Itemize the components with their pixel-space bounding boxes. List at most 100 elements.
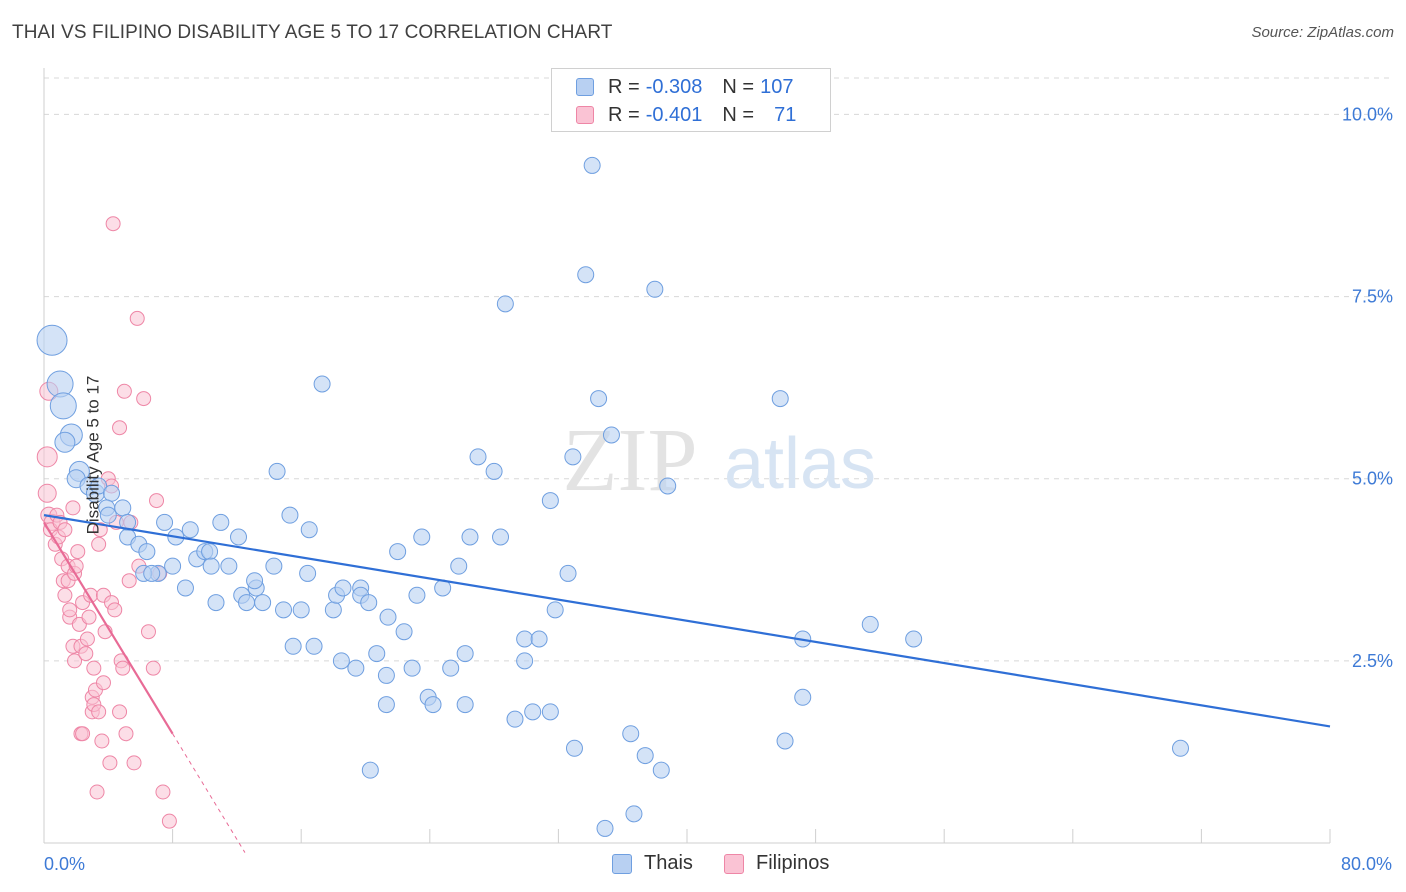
thais-point bbox=[596, 819, 614, 837]
thais-legend-swatch bbox=[612, 853, 632, 874]
thais-point bbox=[456, 696, 474, 714]
thais-point bbox=[559, 564, 577, 582]
filipinos-point bbox=[78, 646, 94, 662]
filipinos-point bbox=[112, 704, 128, 720]
thais-point bbox=[254, 594, 272, 612]
legend-row-thais: R = -0.308 N = 107 bbox=[552, 73, 793, 101]
series-legend: Thais Filipinos bbox=[0, 852, 1406, 878]
filipinos-point bbox=[115, 660, 131, 676]
filipinos-point bbox=[62, 602, 78, 618]
thais-point bbox=[492, 528, 510, 546]
filipinos-legend-swatch bbox=[724, 853, 744, 874]
thais-point bbox=[506, 710, 524, 728]
thais-point bbox=[541, 703, 559, 721]
thais-point bbox=[565, 739, 583, 757]
x-tick-label: 80.0% bbox=[1341, 854, 1392, 874]
thais-point bbox=[361, 761, 379, 779]
filipinos-point bbox=[91, 536, 107, 552]
filipinos-point bbox=[79, 631, 95, 647]
thais-point bbox=[546, 601, 564, 619]
thais-point bbox=[583, 156, 601, 174]
source-label: Source: ZipAtlas.com bbox=[1251, 24, 1394, 41]
thais-point bbox=[389, 543, 407, 561]
thais-point bbox=[442, 659, 460, 677]
filipinos-trend-line bbox=[43, 521, 174, 735]
filipinos-point bbox=[86, 660, 102, 676]
legend-r-value: -0.401 bbox=[645, 103, 703, 126]
filipinos-point bbox=[37, 483, 57, 503]
filipinos-point bbox=[92, 522, 108, 538]
thais-point bbox=[238, 594, 256, 612]
thais-point bbox=[265, 557, 283, 575]
thais-point bbox=[1172, 739, 1190, 757]
thais-point bbox=[90, 477, 108, 495]
legend-n-label: N = bbox=[722, 103, 755, 126]
tick-labels: 2.5% 5.0% 7.5% 10.0% 0.0% 80.0% bbox=[44, 104, 1393, 874]
filipinos-point bbox=[105, 216, 121, 232]
thais-point bbox=[395, 623, 413, 641]
filipinos-point bbox=[129, 310, 145, 326]
thais-point bbox=[485, 462, 503, 480]
thais-point bbox=[424, 696, 442, 714]
filipinos-point bbox=[145, 660, 161, 676]
thais-point bbox=[625, 805, 643, 823]
thais-point bbox=[524, 703, 542, 721]
thais-point bbox=[516, 630, 534, 648]
grid-lines bbox=[44, 77, 1394, 662]
thais-point bbox=[114, 499, 132, 517]
filipinos-point bbox=[70, 544, 86, 560]
y-tick-label: 2.5% bbox=[1352, 651, 1393, 671]
thais-point bbox=[469, 448, 487, 466]
legend-item-filipinos[interactable]: Filipinos bbox=[724, 852, 829, 875]
thais-point bbox=[156, 513, 174, 531]
thais-point bbox=[403, 659, 421, 677]
thais-point bbox=[313, 375, 331, 393]
thais-point bbox=[143, 564, 161, 582]
filipinos-point bbox=[149, 493, 165, 509]
thais-point bbox=[360, 594, 378, 612]
legend-r-value: -0.308 bbox=[645, 75, 703, 98]
thais-point bbox=[202, 557, 220, 575]
filipinos-point bbox=[140, 624, 156, 640]
filipinos-point bbox=[65, 500, 81, 516]
y-tick-label: 5.0% bbox=[1352, 469, 1393, 489]
thais-point bbox=[636, 747, 654, 765]
y-tick-label: 10.0% bbox=[1342, 104, 1393, 124]
legend-n-value: 71 bbox=[774, 103, 797, 126]
thais-point bbox=[861, 615, 879, 633]
filipinos-point bbox=[121, 573, 137, 589]
chart-title: THAI VS FILIPINO DISABILITY AGE 5 TO 17 … bbox=[12, 22, 613, 43]
thais-point bbox=[230, 528, 248, 546]
legend-n-label: N = bbox=[722, 75, 755, 98]
filipinos-point bbox=[112, 420, 128, 436]
thais-legend-label: Thais bbox=[644, 852, 693, 874]
filipinos-point bbox=[94, 733, 110, 749]
thais-point bbox=[36, 324, 68, 356]
thais-point bbox=[530, 630, 548, 648]
thais-point bbox=[794, 688, 812, 706]
thais-swatch bbox=[576, 78, 594, 96]
thais-point bbox=[103, 484, 121, 502]
thais-point bbox=[292, 601, 310, 619]
thais-point bbox=[577, 266, 595, 284]
thais-point bbox=[379, 608, 397, 626]
filipinos-point bbox=[89, 784, 105, 800]
thais-point bbox=[622, 725, 640, 743]
thais-point bbox=[516, 652, 534, 670]
filipinos-point bbox=[136, 391, 152, 407]
thais-point bbox=[332, 652, 350, 670]
filipinos-point bbox=[36, 446, 58, 468]
filipinos-point bbox=[118, 726, 134, 742]
thais-point bbox=[305, 637, 323, 655]
legend-item-thais[interactable]: Thais bbox=[612, 852, 693, 875]
thais-point bbox=[646, 280, 664, 298]
thais-point bbox=[181, 521, 199, 539]
legend-row-filipinos: R = -0.401 N = 71 bbox=[552, 101, 796, 129]
watermark: ZIP atlas bbox=[563, 411, 877, 510]
thais-point bbox=[905, 630, 923, 648]
thais-point bbox=[496, 295, 514, 313]
filipinos-legend-label: Filipinos bbox=[756, 852, 830, 874]
legend-r-label: R = bbox=[608, 103, 640, 126]
filipinos-point bbox=[126, 755, 142, 771]
